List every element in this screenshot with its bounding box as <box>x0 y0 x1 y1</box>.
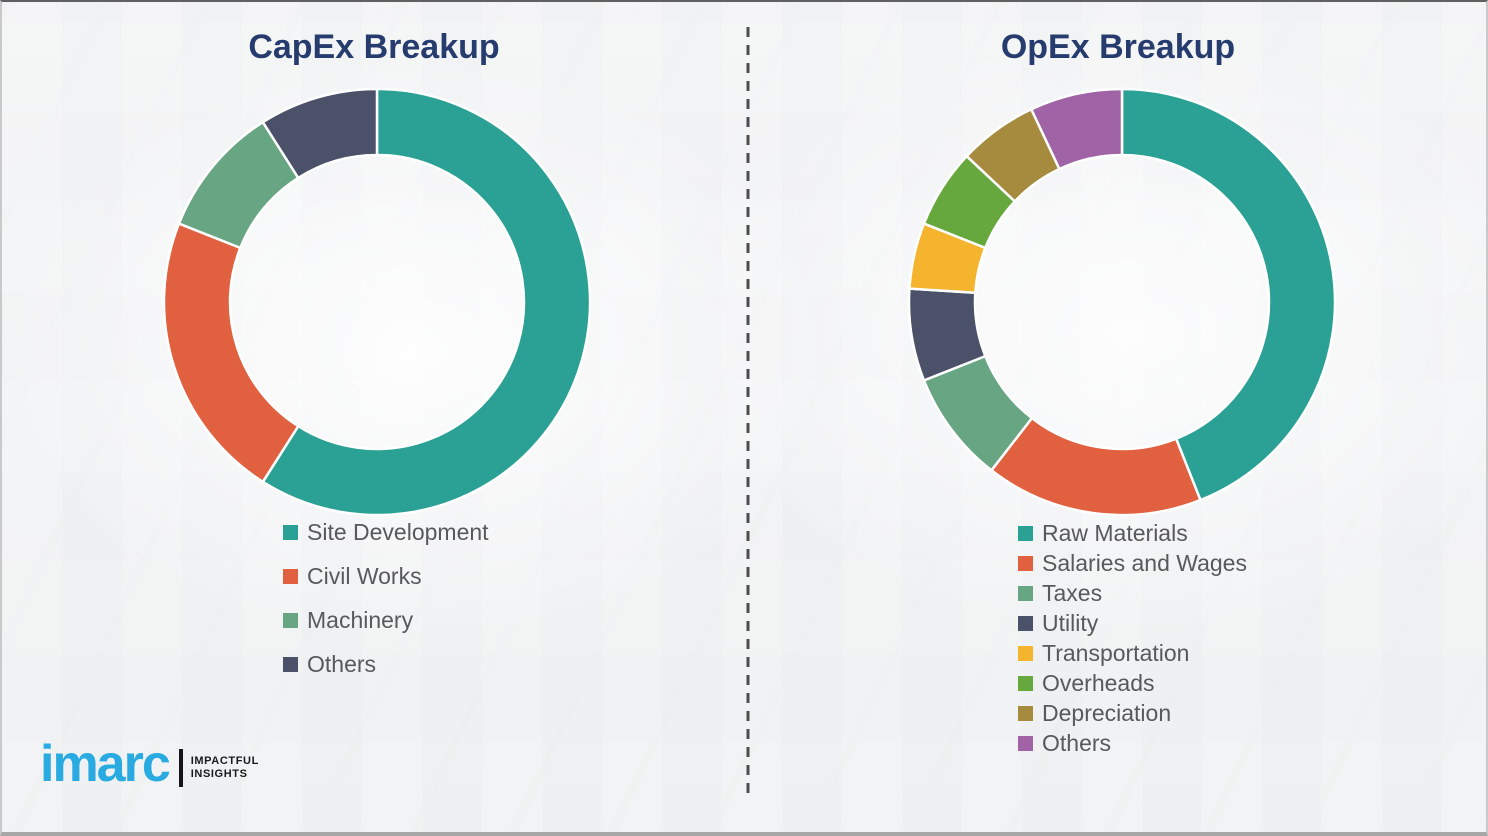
legend-item-transportation: Transportation <box>1018 638 1247 668</box>
legend-swatch-site-development <box>283 524 298 540</box>
legend-swatch-civil-works <box>283 568 298 584</box>
donut-segment-civil-works <box>162 221 300 484</box>
legend-label: Others <box>1042 729 1112 756</box>
legend-swatch-transportation <box>1018 645 1033 661</box>
legend-swatch-utility <box>1018 615 1033 631</box>
opex-legend: Raw Materials Salaries and Wages Taxes Util… <box>1018 518 1247 758</box>
imarc-tagline-line1: IMPACTFUL <box>190 755 259 767</box>
legend-label: Overheads <box>1042 669 1155 696</box>
legend-swatch-others <box>283 656 298 672</box>
imarc-tagline-line2: INSIGHTS <box>190 768 248 780</box>
legend-item-machinery: Machinery <box>283 598 489 642</box>
legend-label: Taxes <box>1042 579 1103 606</box>
imarc-logo-divider-bar <box>178 749 183 787</box>
opex-donut-chart <box>907 87 1337 517</box>
legend-label: Transportation <box>1042 639 1190 666</box>
legend-item-utility: Utility <box>1018 608 1247 638</box>
imarc-tagline: IMPACTFUL INSIGHTS <box>191 755 259 781</box>
legend-swatch-others <box>1018 735 1033 751</box>
legend-label: Utility <box>1042 609 1099 636</box>
donut-segment-others <box>1029 87 1124 171</box>
dashed-divider-line <box>746 27 750 797</box>
capex-chart-title: CapEx Breakup <box>248 28 500 66</box>
legend-swatch-salaries-and-wages <box>1018 555 1033 571</box>
donut-segment-site-development <box>261 87 592 517</box>
imarc-logo-text: imarc <box>40 735 171 793</box>
legend-swatch-taxes <box>1018 585 1033 601</box>
legend-label: Raw Materials <box>1042 519 1188 546</box>
imarc-logo: imarc IMPACTFUL INSIGHTS <box>40 738 259 790</box>
legend-label: Site Development <box>307 518 489 545</box>
legend-item-site-development: Site Development <box>283 510 489 554</box>
legend-item-salaries-and-wages: Salaries and Wages <box>1018 548 1247 578</box>
legend-label: Salaries and Wages <box>1042 549 1247 576</box>
legend-swatch-machinery <box>283 612 298 628</box>
legend-swatch-depreciation <box>1018 705 1033 721</box>
legend-item-raw-materials: Raw Materials <box>1018 518 1247 548</box>
donut-segment-salaries-and-wages <box>989 416 1203 517</box>
legend-item-civil-works: Civil Works <box>283 554 489 598</box>
legend-label: Civil Works <box>307 562 422 589</box>
legend-item-others: Others <box>1018 728 1247 758</box>
opex-chart-title: OpEx Breakup <box>1000 28 1236 66</box>
legend-swatch-raw-materials <box>1018 525 1033 541</box>
legend-item-depreciation: Depreciation <box>1018 698 1247 728</box>
donut-segment-raw-materials <box>1120 87 1337 502</box>
legend-label: Depreciation <box>1042 699 1172 726</box>
legend-label: Others <box>307 650 377 677</box>
legend-item-taxes: Taxes <box>1018 578 1247 608</box>
legend-swatch-overheads <box>1018 675 1033 691</box>
capex-donut-chart <box>162 87 592 517</box>
legend-item-others: Others <box>283 642 489 686</box>
legend-item-overheads: Overheads <box>1018 668 1247 698</box>
donut-segment-others <box>261 87 379 180</box>
capex-legend: Site Development Civil Works Machinery Othe… <box>283 510 489 686</box>
legend-label: Machinery <box>307 606 414 633</box>
